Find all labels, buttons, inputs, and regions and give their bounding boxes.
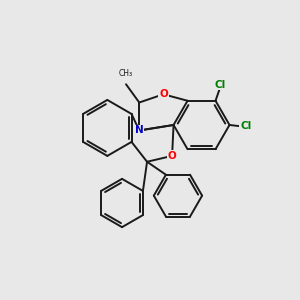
Text: O: O bbox=[159, 89, 168, 99]
Text: Cl: Cl bbox=[240, 122, 251, 131]
Text: CH₃: CH₃ bbox=[119, 69, 133, 78]
Text: Cl: Cl bbox=[214, 80, 226, 90]
Text: O: O bbox=[168, 151, 176, 161]
Text: N: N bbox=[135, 125, 144, 136]
